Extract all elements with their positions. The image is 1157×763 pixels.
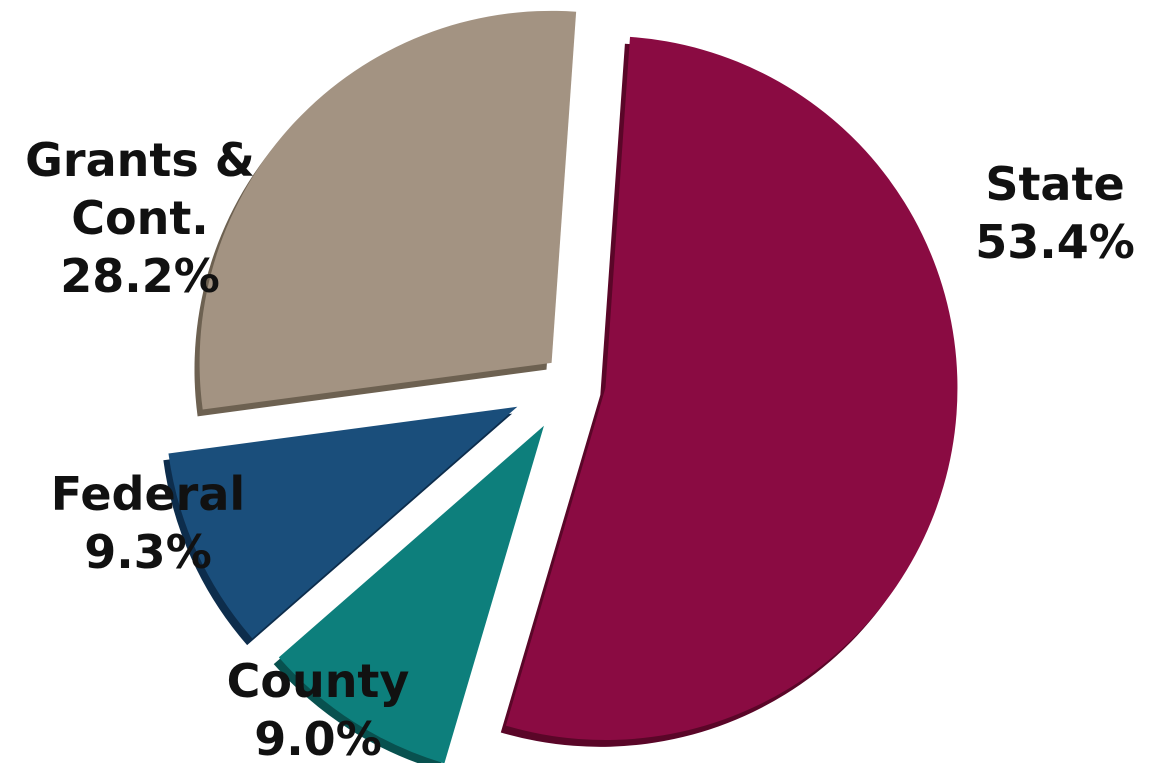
pie-slices <box>163 10 958 763</box>
pie-slice-county <box>273 425 544 763</box>
slice-label-line: Federal <box>51 467 245 521</box>
slice-label-line: 9.0% <box>254 712 382 763</box>
pie-slice-top-grants-cont <box>199 10 577 410</box>
slice-label-county: County 9.0% <box>227 654 410 763</box>
pie-slice-top-state <box>505 36 958 741</box>
pie-slice-federal <box>163 406 518 646</box>
pie-slice-grants-cont <box>194 10 577 417</box>
slice-label-line: Cont. <box>71 191 209 245</box>
pie-slice-top-county <box>278 425 544 763</box>
slice-label-line: 28.2% <box>60 249 220 303</box>
slice-label-line: 9.3% <box>84 525 212 579</box>
pie-slice-state <box>500 36 958 747</box>
slice-label-grants-cont: Grants & Cont. 28.2% <box>25 133 255 303</box>
slice-label-line: County <box>227 654 410 708</box>
slice-label-line: State <box>985 157 1124 211</box>
pie-slice-top-federal <box>168 406 518 639</box>
slice-label-state: State 53.4% <box>975 157 1135 269</box>
slice-label-federal: Federal 9.3% <box>51 467 245 579</box>
pie-labels: State 53.4%County 9.0%Federal 9.3%Grants & C… <box>25 133 1135 763</box>
slice-label-line: Grants & <box>25 133 255 187</box>
slice-label-line: 53.4% <box>975 215 1135 269</box>
